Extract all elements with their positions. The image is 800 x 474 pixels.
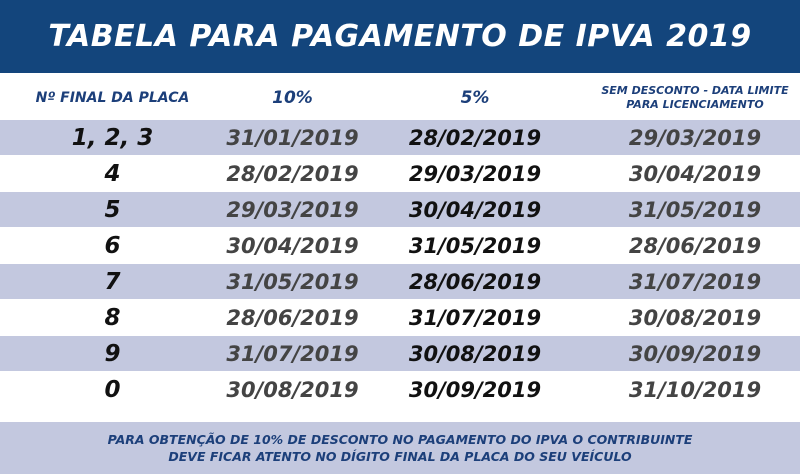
footer-note-line2: DEVE FICAR ATENTO NO DÍGITO FINAL DA PLA… xyxy=(168,449,632,464)
cell-date-10: 31/05/2019 xyxy=(226,269,359,294)
cell-plate: 1, 2, 3 xyxy=(71,124,154,151)
cell-date-limit: 31/10/2019 xyxy=(628,377,762,402)
header-no-discount-line2: PARA LICENCIAMENTO xyxy=(626,98,764,111)
table-row: 1, 2, 3 31/01/2019 28/02/2019 29/03/2019 xyxy=(0,120,800,156)
header-no-discount: SEM DESCONTO - DATA LIMITE PARA LICENCIA… xyxy=(590,84,800,112)
cell-date-limit: 31/05/2019 xyxy=(628,197,762,222)
cell-date-5: 30/09/2019 xyxy=(408,377,542,402)
table-row: 9 31/07/2019 30/08/2019 30/09/2019 xyxy=(0,336,800,372)
cell-date-5: 30/08/2019 xyxy=(408,341,542,366)
cell-date-limit: 29/03/2019 xyxy=(628,125,762,150)
cell-date-5: 31/05/2019 xyxy=(408,233,542,258)
table-header: Nº FINAL DA PLACA 10% 5% SEM DESCONTO - … xyxy=(0,78,800,118)
header-no-discount-line1: SEM DESCONTO - DATA LIMITE xyxy=(601,84,789,97)
cell-date-5: 29/03/2019 xyxy=(408,161,542,186)
cell-plate: 6 xyxy=(104,232,121,259)
cell-plate: 4 xyxy=(104,160,121,187)
footer-note-line1: PARA OBTENÇÃO DE 10% DE DESCONTO NO PAGA… xyxy=(107,432,693,447)
header-5-percent: 5% xyxy=(460,88,490,108)
cell-date-limit: 30/08/2019 xyxy=(628,305,762,330)
cell-date-10: 30/08/2019 xyxy=(226,377,359,402)
cell-date-10: 31/01/2019 xyxy=(226,125,359,150)
header-plate: Nº FINAL DA PLACA xyxy=(35,90,190,106)
cell-date-limit: 28/06/2019 xyxy=(628,233,762,258)
cell-date-5: 31/07/2019 xyxy=(408,305,542,330)
cell-date-10: 28/06/2019 xyxy=(226,305,359,330)
title-bar: TABELA PARA PAGAMENTO DE IPVA 2019 xyxy=(0,0,800,73)
cell-date-limit: 30/09/2019 xyxy=(628,341,762,366)
footer-note: PARA OBTENÇÃO DE 10% DE DESCONTO NO PAGA… xyxy=(0,422,800,474)
header-10-percent: 10% xyxy=(272,88,313,108)
cell-date-10: 28/02/2019 xyxy=(226,161,359,186)
cell-date-10: 30/04/2019 xyxy=(226,233,359,258)
cell-plate: 5 xyxy=(104,196,121,223)
cell-plate: 7 xyxy=(104,268,121,295)
cell-date-10: 31/07/2019 xyxy=(226,341,359,366)
cell-date-5: 30/04/2019 xyxy=(408,197,542,222)
cell-date-limit: 31/07/2019 xyxy=(628,269,762,294)
cell-plate: 0 xyxy=(104,376,121,403)
cell-date-5: 28/02/2019 xyxy=(408,125,542,150)
cell-date-limit: 30/04/2019 xyxy=(628,161,762,186)
table-row: 6 30/04/2019 31/05/2019 28/06/2019 xyxy=(0,228,800,264)
table-row: 5 29/03/2019 30/04/2019 31/05/2019 xyxy=(0,192,800,228)
table-row: 4 28/02/2019 29/03/2019 30/04/2019 xyxy=(0,156,800,192)
cell-plate: 8 xyxy=(104,304,121,331)
table-row: 8 28/06/2019 31/07/2019 30/08/2019 xyxy=(0,300,800,336)
table-body: 1, 2, 3 31/01/2019 28/02/2019 29/03/2019… xyxy=(0,120,800,408)
cell-plate: 9 xyxy=(104,340,121,367)
page-title: TABELA PARA PAGAMENTO DE IPVA 2019 xyxy=(48,19,752,54)
cell-date-5: 28/06/2019 xyxy=(408,269,542,294)
cell-date-10: 29/03/2019 xyxy=(226,197,359,222)
table-row: 0 30/08/2019 30/09/2019 31/10/2019 xyxy=(0,372,800,408)
table-row: 7 31/05/2019 28/06/2019 31/07/2019 xyxy=(0,264,800,300)
